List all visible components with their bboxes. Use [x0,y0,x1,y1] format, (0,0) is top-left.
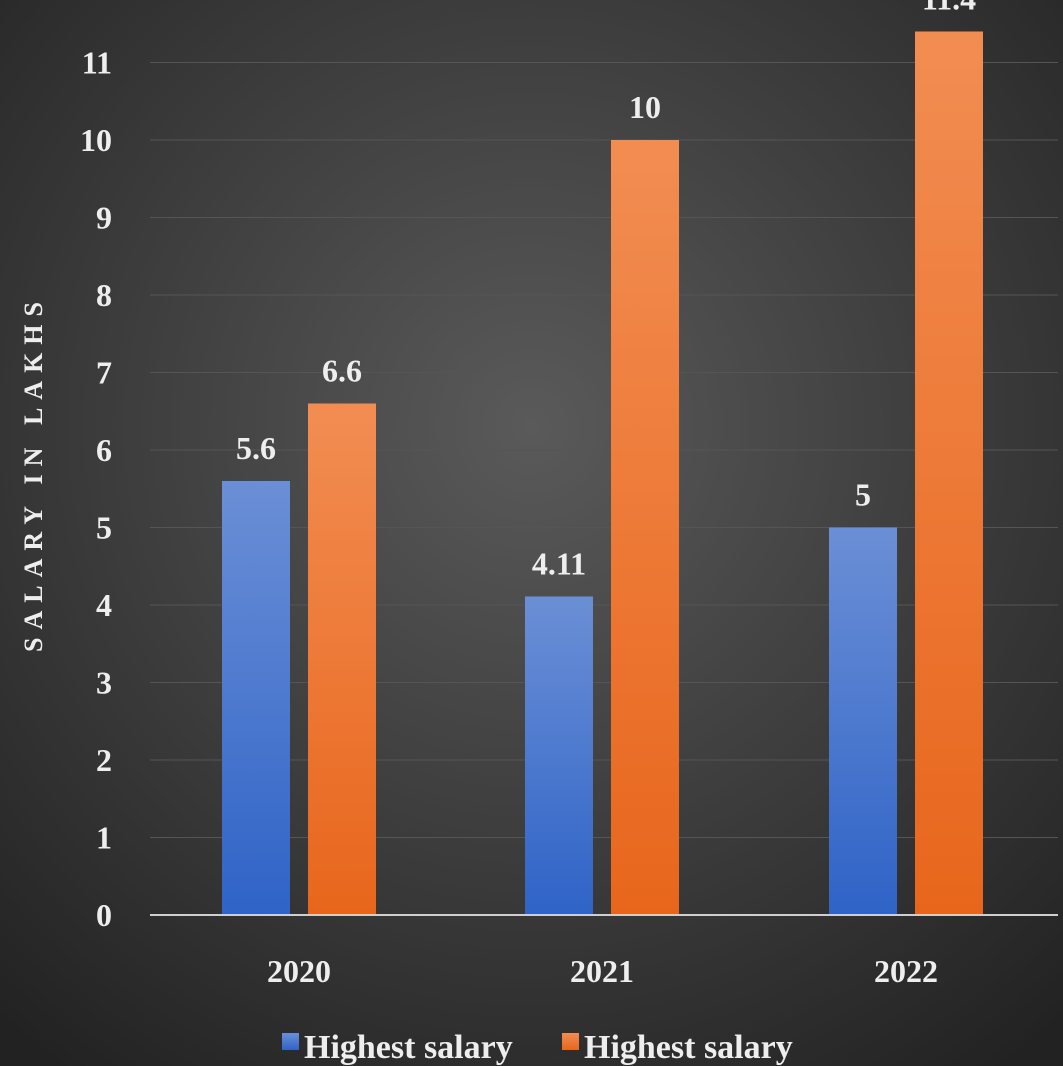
y-tick-label: 4 [96,587,112,623]
legend-swatch [562,1033,579,1050]
bars [222,31,983,915]
legend: Highest salary Highest salary [282,1029,793,1066]
y-tick-label: 3 [96,665,112,701]
y-tick-label: 6 [96,432,112,468]
legend-label: Highest salary [584,1029,793,1066]
bar-2020-series-2 [308,403,376,915]
y-tick-label: 10 [80,122,112,158]
data-label: 10 [629,89,661,125]
y-axis-ticks: 0 1 2 3 4 5 6 7 8 9 10 11 [80,45,112,934]
legend-label: Highest salary [304,1029,513,1066]
bar-2022-series-2 [915,31,983,915]
data-label: 5 [855,477,871,513]
y-tick-label: 1 [96,820,112,856]
x-axis-ticks: 2020 2021 2022 [267,953,938,989]
data-label: 5.6 [236,430,276,466]
grid-lines [150,62,1058,838]
data-label: 4.11 [532,545,586,581]
y-tick-label: 9 [96,200,112,236]
y-tick-label: 5 [96,510,112,546]
y-tick-label: 0 [96,897,112,933]
bar-2022-series-1 [829,527,897,915]
y-tick-label: 7 [96,355,112,391]
legend-swatch [282,1033,299,1050]
bar-2020-series-1 [222,481,290,915]
data-label: 11.4 [922,0,976,17]
x-tick-label: 2020 [267,953,331,989]
y-axis-title: SALARY IN LAKHS [19,294,48,652]
x-tick-label: 2022 [874,953,938,989]
data-label: 6.6 [322,353,362,389]
y-tick-label: 8 [96,277,112,313]
bar-2021-series-2 [611,140,679,915]
x-tick-label: 2021 [570,953,634,989]
y-tick-label: 2 [96,742,112,778]
bar-2021-series-1 [525,596,593,915]
data-labels: 5.6 6.6 4.11 10 5 11.4 [236,0,976,581]
y-tick-label: 11 [82,45,112,81]
